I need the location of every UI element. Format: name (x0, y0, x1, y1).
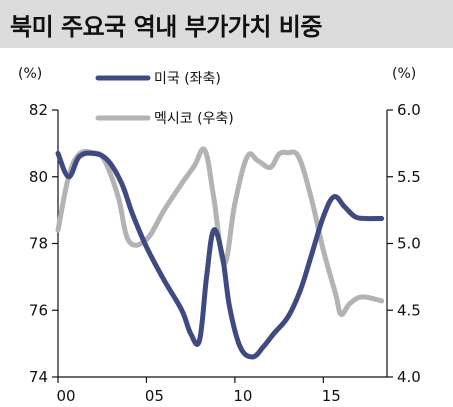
left-axis-tick-label: 80 (29, 168, 48, 186)
left-axis-tick-label: 78 (29, 235, 48, 253)
series-line-us (55, 150, 385, 360)
right-axis-tick-label: 6.0 (397, 101, 421, 119)
title-bar: 북미 주요국 역내 부가가치 비중 (0, 0, 453, 48)
left-axis-tick-label: 82 (29, 101, 48, 119)
right-axis-tick-label: 4.0 (397, 368, 421, 386)
x-axis-tick-label: 10 (233, 387, 252, 405)
right-axis-tick-label: 4.5 (397, 301, 421, 319)
x-axis-tick-label: 00 (56, 387, 75, 405)
legend-label-us: 미국 (좌축) (154, 71, 221, 87)
legend-label-mexico: 멕시코 (우축) (154, 111, 234, 127)
right-axis-tick-label: 5.0 (397, 235, 421, 253)
right-axis-unit: (%) (392, 66, 416, 82)
left-axis-tick-label: 74 (29, 368, 48, 386)
left-axis-tick-label: 76 (29, 301, 48, 319)
right-axis-tick-label: 5.5 (397, 168, 421, 186)
series-line-mexico (55, 146, 385, 317)
x-axis-tick-label: 15 (322, 387, 341, 405)
left-axis-unit: (%) (18, 66, 42, 82)
x-axis-tick-label: 05 (145, 387, 164, 405)
chart-title: 북미 주요국 역내 부가가치 비중 (10, 12, 322, 41)
